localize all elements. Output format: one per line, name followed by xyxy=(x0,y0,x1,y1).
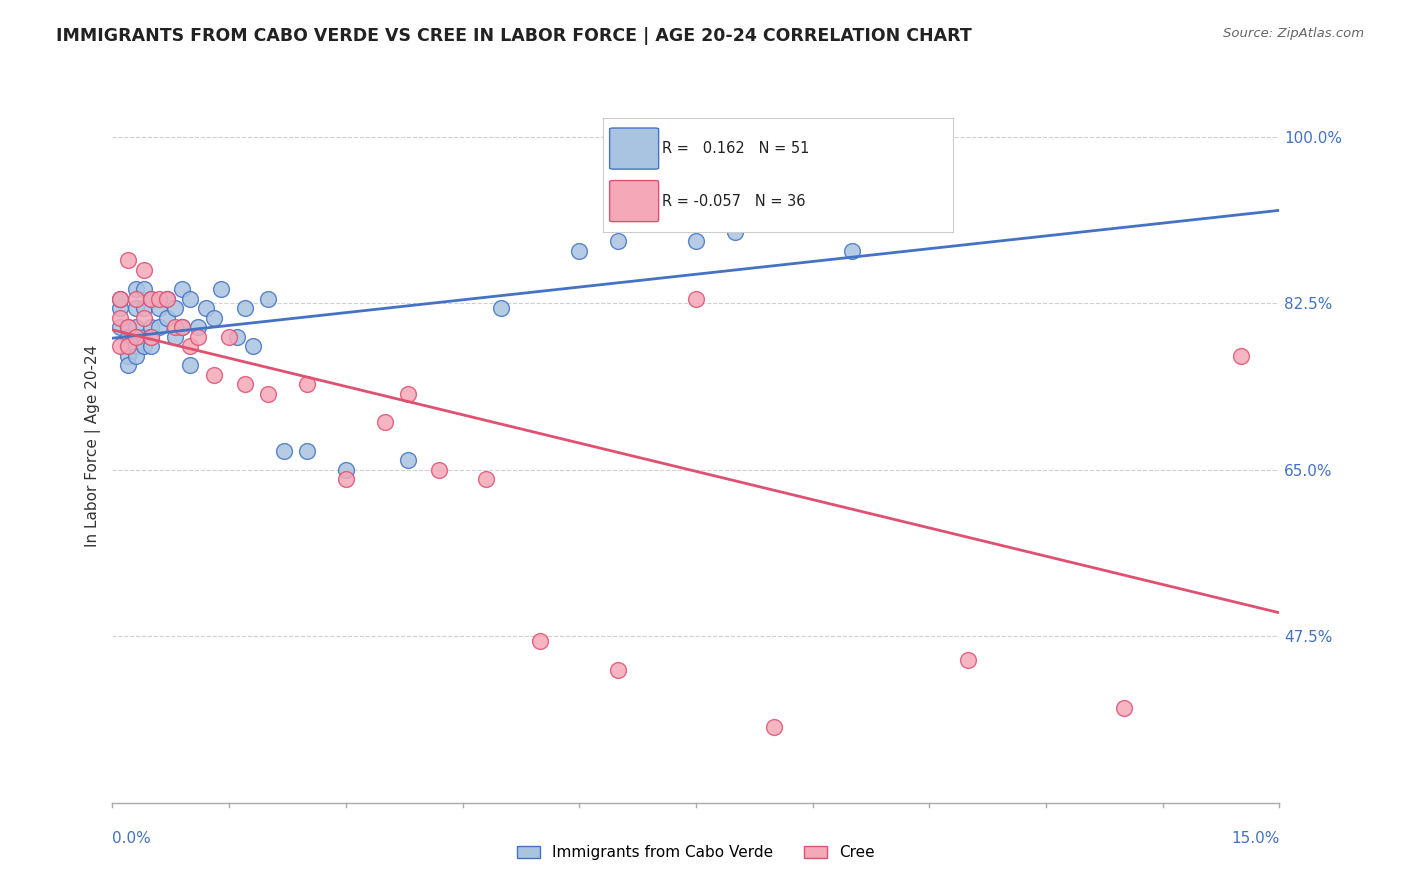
Point xyxy=(117,320,139,334)
Point xyxy=(427,463,450,477)
Point xyxy=(117,320,139,334)
Point xyxy=(273,443,295,458)
Point xyxy=(132,263,155,277)
Point xyxy=(179,292,201,306)
Point xyxy=(132,282,155,296)
Point xyxy=(141,292,163,306)
Point xyxy=(156,292,179,306)
Point xyxy=(242,339,264,353)
Point xyxy=(125,329,148,343)
Point xyxy=(110,292,132,306)
Text: IMMIGRANTS FROM CABO VERDE VS CREE IN LABOR FORCE | AGE 20-24 CORRELATION CHART: IMMIGRANTS FROM CABO VERDE VS CREE IN LA… xyxy=(56,27,972,45)
Point xyxy=(141,329,163,343)
Point xyxy=(172,320,194,334)
Point xyxy=(187,329,209,343)
Point xyxy=(117,339,139,353)
Point xyxy=(110,320,132,334)
Point xyxy=(257,292,280,306)
Text: Source: ZipAtlas.com: Source: ZipAtlas.com xyxy=(1223,27,1364,40)
Point xyxy=(117,253,139,268)
Point xyxy=(762,720,785,734)
Point xyxy=(110,310,132,325)
Point xyxy=(125,320,148,334)
Point xyxy=(1112,700,1135,714)
Point xyxy=(209,282,232,296)
Point xyxy=(233,377,256,392)
Point xyxy=(125,301,148,315)
Point xyxy=(163,301,186,315)
Point xyxy=(491,301,513,315)
Point xyxy=(148,301,170,315)
Point xyxy=(117,358,139,372)
Point xyxy=(110,301,132,315)
Text: 15.0%: 15.0% xyxy=(1232,831,1279,847)
Point xyxy=(125,329,148,343)
Point xyxy=(132,329,155,343)
Point xyxy=(218,329,240,343)
Point xyxy=(257,386,280,401)
Point xyxy=(125,349,148,363)
Legend: Immigrants from Cabo Verde, Cree: Immigrants from Cabo Verde, Cree xyxy=(510,839,882,866)
Point xyxy=(226,329,249,343)
Point xyxy=(187,320,209,334)
Point xyxy=(156,292,179,306)
Point xyxy=(685,292,707,306)
Point xyxy=(1229,349,1251,363)
Point xyxy=(374,415,396,429)
Point xyxy=(295,443,318,458)
Point xyxy=(335,463,357,477)
Point xyxy=(194,301,217,315)
Point xyxy=(117,339,139,353)
Point xyxy=(148,292,170,306)
Point xyxy=(841,129,863,144)
Point xyxy=(233,301,256,315)
Point xyxy=(110,292,132,306)
Point xyxy=(172,282,194,296)
Point xyxy=(475,472,498,486)
Point xyxy=(202,310,225,325)
Point xyxy=(163,320,186,334)
Point xyxy=(957,653,980,667)
Point xyxy=(125,282,148,296)
Point xyxy=(148,320,170,334)
Point xyxy=(141,339,163,353)
Point xyxy=(202,368,225,382)
Point xyxy=(163,329,186,343)
Point xyxy=(110,339,132,353)
Point xyxy=(645,215,668,229)
Point xyxy=(132,339,155,353)
Point xyxy=(295,377,318,392)
Point xyxy=(117,349,139,363)
Point xyxy=(568,244,591,258)
Point xyxy=(607,663,630,677)
Point xyxy=(179,358,201,372)
Point xyxy=(117,329,139,343)
Point xyxy=(141,292,163,306)
Point xyxy=(179,339,201,353)
Y-axis label: In Labor Force | Age 20-24: In Labor Force | Age 20-24 xyxy=(86,345,101,547)
Point xyxy=(125,339,148,353)
Point xyxy=(529,634,551,648)
Point xyxy=(685,235,707,249)
Point xyxy=(125,292,148,306)
Point xyxy=(841,244,863,258)
Point xyxy=(141,329,163,343)
Point xyxy=(156,310,179,325)
Point xyxy=(724,225,747,239)
Point xyxy=(141,320,163,334)
Point xyxy=(607,235,630,249)
Point xyxy=(132,310,155,325)
Point xyxy=(172,320,194,334)
Point xyxy=(132,301,155,315)
Point xyxy=(396,386,419,401)
Point xyxy=(396,453,419,467)
Text: 0.0%: 0.0% xyxy=(112,831,152,847)
Point xyxy=(335,472,357,486)
